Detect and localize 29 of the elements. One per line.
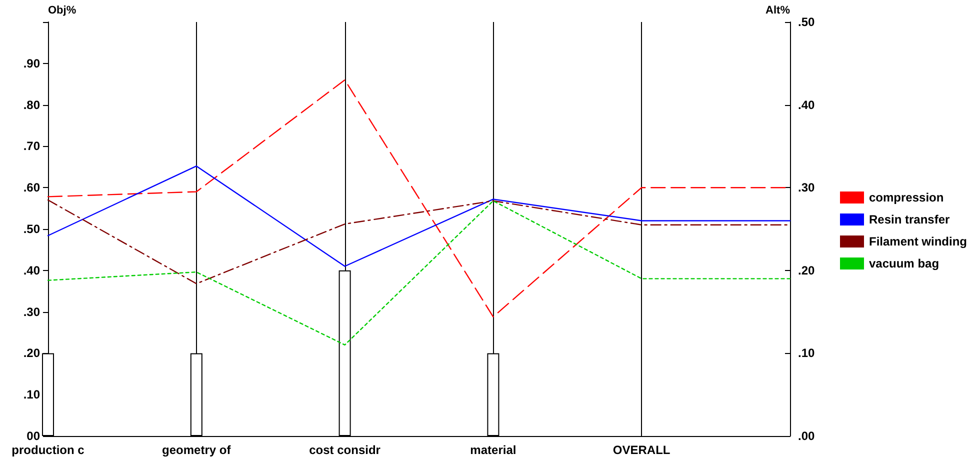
y2-axis-title: Alt% xyxy=(766,4,790,16)
line-series xyxy=(47,200,791,346)
y2-tick-label: .50 xyxy=(798,15,816,29)
y-tick-label: .50 xyxy=(23,222,40,236)
y-tick-label: .40 xyxy=(23,263,40,278)
x-tick-label: material xyxy=(470,443,516,457)
x-tick-label: cost considr xyxy=(309,443,381,457)
legend-label: Resin transfer xyxy=(869,212,950,226)
x-tick-label: OVERALL xyxy=(612,443,670,457)
y2-tick-label: .10 xyxy=(798,346,816,360)
line-series xyxy=(47,165,791,267)
y-tick-label: 00 xyxy=(26,429,40,443)
y-axis-title: Obj% xyxy=(48,4,76,16)
legend-label: vacuum bag xyxy=(869,256,940,270)
y-tick-label: .80 xyxy=(23,98,40,112)
y2-tick-label: .30 xyxy=(798,180,816,195)
legend-label: Filament winding xyxy=(869,234,967,248)
y-tick-label: .90 xyxy=(23,56,40,70)
y-tick-label: .10 xyxy=(23,388,40,402)
y2-tick-label: .20 xyxy=(798,263,816,278)
y-tick-label: .60 xyxy=(23,180,40,195)
legend-label: compression xyxy=(869,190,944,204)
y-tick-label: .20 xyxy=(23,346,40,360)
y2-tick-label: .00 xyxy=(798,429,816,443)
y-tick-label: .70 xyxy=(23,139,40,154)
y2-tick-label: .40 xyxy=(798,98,816,112)
x-tick-label: geometry of xyxy=(162,443,232,457)
x-tick-label: production c xyxy=(12,443,85,457)
y-tick-label: .30 xyxy=(23,304,40,319)
